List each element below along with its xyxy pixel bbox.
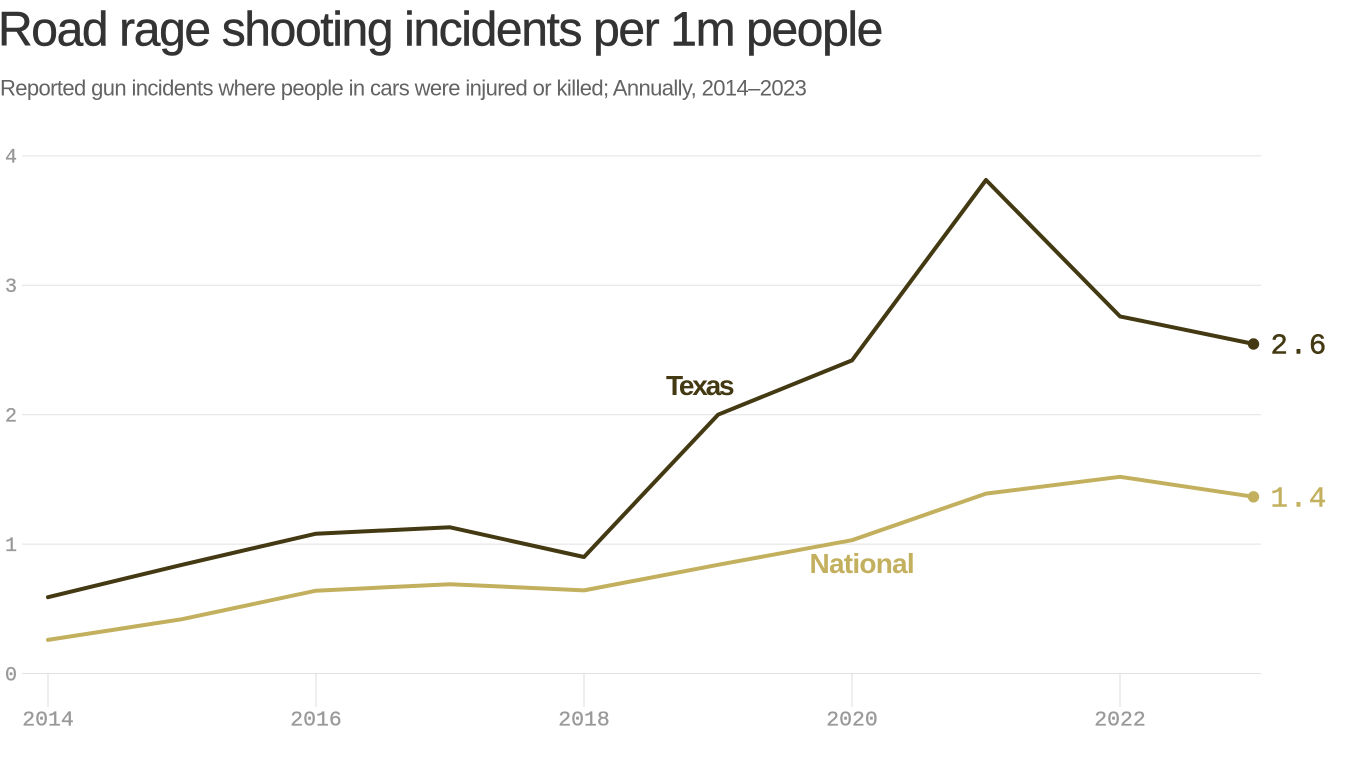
svg-text:Road rage shooting incidents p: Road rage shooting incidents per 1m peop… xyxy=(0,4,882,57)
svg-text:2014: 2014 xyxy=(22,708,74,732)
svg-text:2: 2 xyxy=(5,406,17,429)
svg-text:0: 0 xyxy=(5,664,17,687)
svg-text:1.4: 1.4 xyxy=(1271,483,1329,516)
svg-text:Texas: Texas xyxy=(666,370,734,401)
svg-text:2016: 2016 xyxy=(290,708,342,732)
svg-text:4: 4 xyxy=(5,147,17,170)
svg-text:2018: 2018 xyxy=(558,708,610,732)
svg-text:3: 3 xyxy=(5,276,17,299)
svg-text:2020: 2020 xyxy=(826,708,878,732)
svg-text:National: National xyxy=(810,548,914,579)
svg-text:2.6: 2.6 xyxy=(1271,330,1329,363)
svg-text:2022: 2022 xyxy=(1094,708,1146,732)
svg-text:1: 1 xyxy=(5,535,17,558)
svg-text:Reported gun incidents where p: Reported gun incidents where people in c… xyxy=(0,75,807,100)
